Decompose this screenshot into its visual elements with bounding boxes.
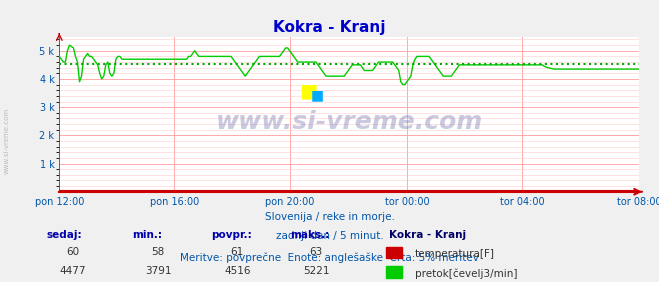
Text: ■: ■: [311, 89, 324, 103]
Text: www.si-vreme.com: www.si-vreme.com: [3, 108, 10, 174]
Text: sedaj:: sedaj:: [46, 230, 82, 240]
Text: 4477: 4477: [59, 266, 86, 276]
Text: temperatura[F]: temperatura[F]: [415, 249, 495, 259]
Text: 3791: 3791: [145, 266, 171, 276]
Text: Meritve: povprečne  Enote: anglešaške  Črta: 5% meritev: Meritve: povprečne Enote: anglešaške Črt…: [180, 251, 479, 263]
Text: 5221: 5221: [303, 266, 330, 276]
Text: 4516: 4516: [224, 266, 250, 276]
Text: ■: ■: [299, 81, 318, 100]
Text: 61: 61: [231, 247, 244, 257]
Text: povpr.:: povpr.:: [211, 230, 252, 240]
Text: Kokra - Kranj: Kokra - Kranj: [273, 20, 386, 35]
Text: 60: 60: [66, 247, 79, 257]
Text: Kokra - Kranj: Kokra - Kranj: [389, 230, 466, 240]
Text: www.si-vreme.com: www.si-vreme.com: [215, 110, 483, 134]
Text: pretok[čevelj3/min]: pretok[čevelj3/min]: [415, 268, 518, 279]
Text: 63: 63: [310, 247, 323, 257]
Text: Slovenija / reke in morje.: Slovenija / reke in morje.: [264, 212, 395, 221]
Text: zadnji dan / 5 minut.: zadnji dan / 5 minut.: [275, 231, 384, 241]
Text: 58: 58: [152, 247, 165, 257]
Text: maks.:: maks.:: [290, 230, 330, 240]
Text: min.:: min.:: [132, 230, 162, 240]
